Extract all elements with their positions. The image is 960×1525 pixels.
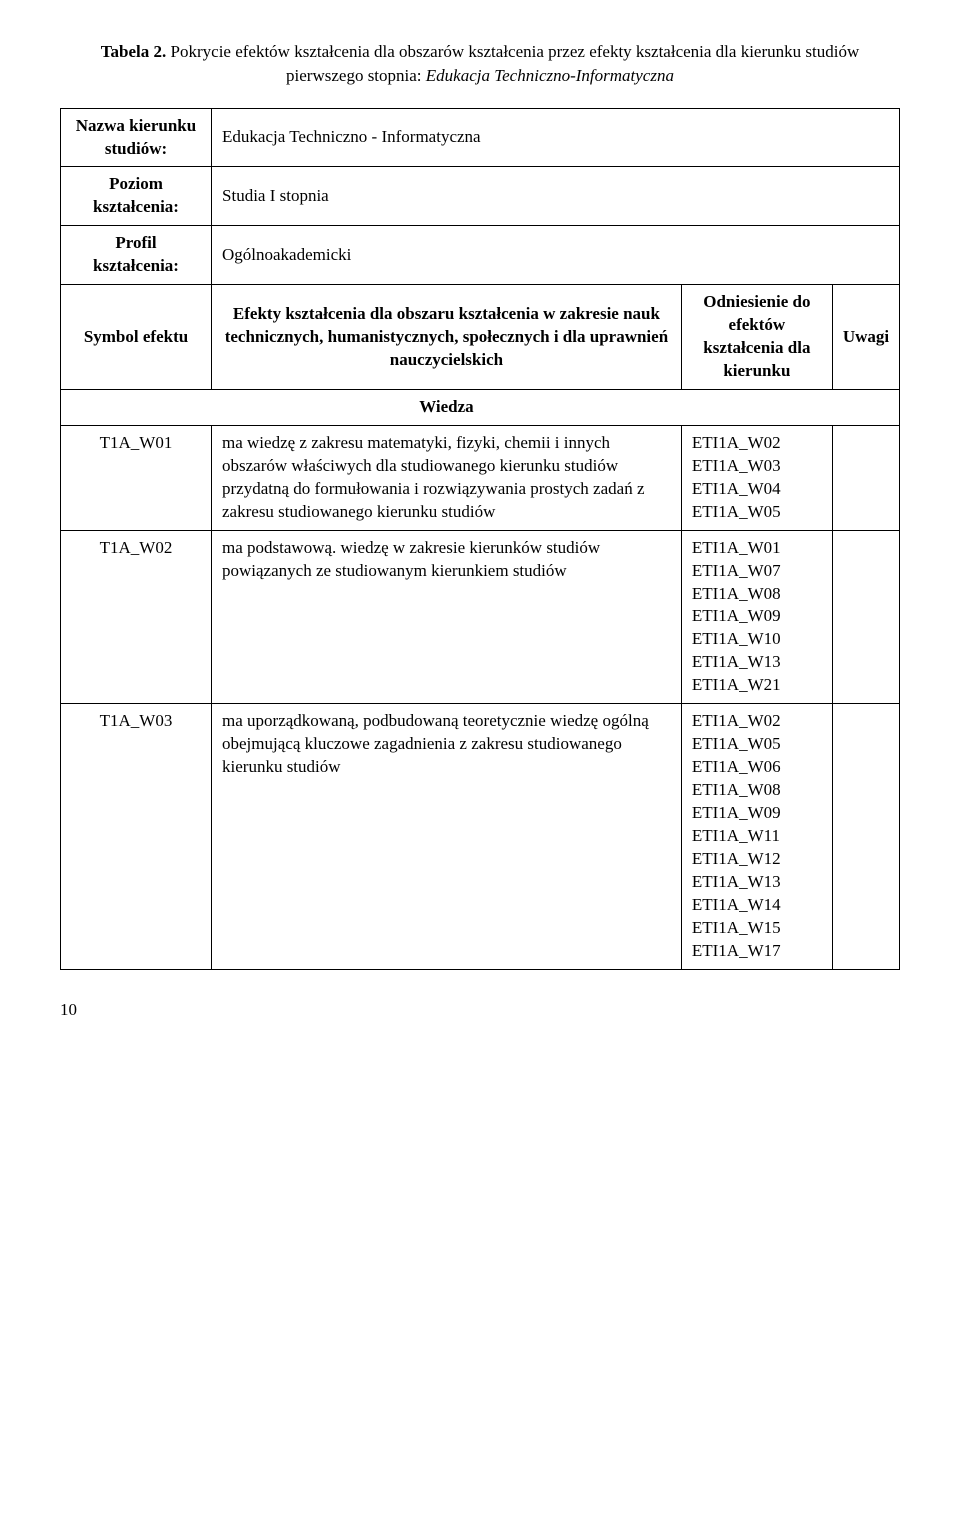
col-head-notes: Uwagi [832, 285, 899, 390]
refs-cell: ETI1A_W01ETI1A_W07ETI1A_W08ETI1A_W09ETI1… [681, 530, 832, 704]
meta-row: Nazwa kierunku studiów: Edukacja Technic… [61, 108, 900, 167]
caption-emphasis: Edukacja Techniczno-Informatyczna [426, 66, 674, 85]
meta-label: Poziom kształcenia: [61, 167, 212, 226]
section-spacer [832, 389, 899, 425]
caption-label: Tabela 2. [101, 42, 167, 61]
section-spacer [61, 389, 212, 425]
meta-value: Studia I stopnia [212, 167, 900, 226]
symbol-cell: T1A_W01 [61, 425, 212, 530]
col-head-effects: Efekty kształcenia dla obszaru kształcen… [212, 285, 682, 390]
meta-value: Ogólnoakademicki [212, 226, 900, 285]
table-caption: Tabela 2. Pokrycie efektów kształcenia d… [60, 40, 900, 88]
meta-value: Edukacja Techniczno - Informatyczna [212, 108, 900, 167]
table-row: T1A_W03 ma uporządkowaną, podbudowaną te… [61, 704, 900, 969]
desc-cell: ma uporządkowaną, podbudowaną teoretyczn… [212, 704, 682, 969]
meta-label: Profil kształcenia: [61, 226, 212, 285]
meta-row: Profil kształcenia: Ogólnoakademicki [61, 226, 900, 285]
meta-row: Poziom kształcenia: Studia I stopnia [61, 167, 900, 226]
desc-cell: ma podstawową. wiedzę w zakresie kierunk… [212, 530, 682, 704]
table-row: T1A_W02 ma podstawową. wiedzę w zakresie… [61, 530, 900, 704]
notes-cell [832, 530, 899, 704]
coverage-table: Nazwa kierunku studiów: Edukacja Technic… [60, 108, 900, 970]
notes-cell [832, 704, 899, 969]
col-head-refs: Odniesienie do efektów kształcenia dla k… [681, 285, 832, 390]
symbol-cell: T1A_W02 [61, 530, 212, 704]
section-row: Wiedza [61, 389, 900, 425]
symbol-cell: T1A_W03 [61, 704, 212, 969]
page-number: 10 [60, 1000, 900, 1020]
refs-cell: ETI1A_W02ETI1A_W05ETI1A_W06ETI1A_W08ETI1… [681, 704, 832, 969]
notes-cell [832, 425, 899, 530]
desc-cell: ma wiedzę z zakresu matematyki, fizyki, … [212, 425, 682, 530]
section-spacer [681, 389, 832, 425]
col-head-symbol: Symbol efektu [61, 285, 212, 390]
refs-cell: ETI1A_W02ETI1A_W03ETI1A_W04ETI1A_W05 [681, 425, 832, 530]
meta-label: Nazwa kierunku studiów: [61, 108, 212, 167]
table-row: T1A_W01 ma wiedzę z zakresu matematyki, … [61, 425, 900, 530]
section-title: Wiedza [212, 389, 682, 425]
column-header-row: Symbol efektu Efekty kształcenia dla obs… [61, 285, 900, 390]
